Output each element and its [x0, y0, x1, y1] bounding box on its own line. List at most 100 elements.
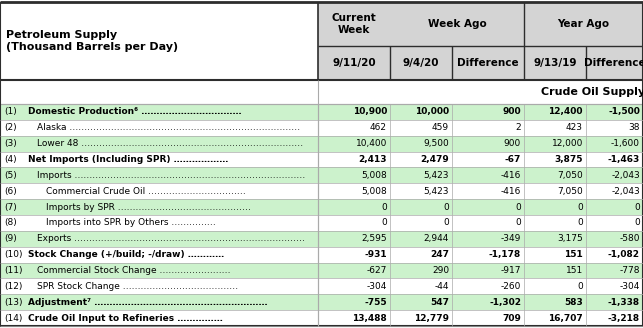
- Text: 5,008: 5,008: [361, 171, 387, 180]
- Text: (5): (5): [4, 171, 17, 180]
- Text: -580: -580: [619, 234, 640, 243]
- Text: 12,000: 12,000: [552, 139, 583, 148]
- Text: -349: -349: [501, 234, 521, 243]
- Text: (2): (2): [4, 123, 17, 132]
- Text: -1,600: -1,600: [611, 139, 640, 148]
- Text: 900: 900: [503, 139, 521, 148]
- Text: -1,082: -1,082: [608, 250, 640, 259]
- Text: 5,423: 5,423: [424, 187, 449, 196]
- Text: 3,175: 3,175: [557, 234, 583, 243]
- Bar: [0, 278, 643, 294]
- Text: (4): (4): [4, 155, 17, 164]
- Text: 0: 0: [577, 218, 583, 227]
- Text: 2,595: 2,595: [361, 234, 387, 243]
- Bar: [0, 120, 643, 136]
- Text: Crude Oil Supply: Crude Oil Supply: [541, 87, 643, 97]
- Text: (7): (7): [4, 203, 17, 212]
- Text: 900: 900: [502, 108, 521, 116]
- Text: (1): (1): [4, 108, 17, 116]
- Text: Difference: Difference: [584, 58, 643, 68]
- Text: SPR Stock Change …………………………………: SPR Stock Change …………………………………: [37, 282, 238, 291]
- Text: 10,000: 10,000: [415, 108, 449, 116]
- Text: 423: 423: [566, 123, 583, 132]
- Text: (13): (13): [4, 298, 23, 307]
- Text: 2,479: 2,479: [421, 155, 449, 164]
- Text: 151: 151: [566, 266, 583, 275]
- Bar: [0, 215, 643, 231]
- Text: 5,008: 5,008: [361, 187, 387, 196]
- Text: (3): (3): [4, 139, 17, 148]
- Text: 290: 290: [432, 266, 449, 275]
- Bar: [0, 80, 643, 104]
- Text: 13,488: 13,488: [352, 314, 387, 322]
- Bar: [0, 263, 643, 278]
- Text: 10,900: 10,900: [352, 108, 387, 116]
- Text: 12,400: 12,400: [548, 108, 583, 116]
- Text: 7,050: 7,050: [557, 187, 583, 196]
- Text: Imports into SPR by Others ……………: Imports into SPR by Others ……………: [46, 218, 216, 227]
- Text: -1,178: -1,178: [489, 250, 521, 259]
- Text: (10): (10): [4, 250, 23, 259]
- Text: 9,500: 9,500: [423, 139, 449, 148]
- Text: Current
Week: Current Week: [332, 13, 376, 35]
- Text: Stock Change (+/build; -/draw) …………: Stock Change (+/build; -/draw) …………: [28, 250, 224, 259]
- Text: 709: 709: [502, 314, 521, 322]
- Text: 0: 0: [381, 218, 387, 227]
- Text: -416: -416: [501, 171, 521, 180]
- Text: Alaska ……………………………………………………………………: Alaska ……………………………………………………………………: [37, 123, 300, 132]
- Text: 459: 459: [432, 123, 449, 132]
- Text: 0: 0: [443, 203, 449, 212]
- Text: -778: -778: [619, 266, 640, 275]
- Text: -260: -260: [501, 282, 521, 291]
- Text: Imports by SPR ………………………………………: Imports by SPR ………………………………………: [46, 203, 251, 212]
- Text: -1,338: -1,338: [608, 298, 640, 307]
- Text: 2,413: 2,413: [359, 155, 387, 164]
- Text: 0: 0: [634, 218, 640, 227]
- Bar: [0, 104, 643, 120]
- Text: Difference: Difference: [457, 58, 519, 68]
- Text: 583: 583: [565, 298, 583, 307]
- Bar: [318, 2, 643, 80]
- Text: Exports ……………………………………………………………………: Exports ……………………………………………………………………: [37, 234, 305, 243]
- Text: 9/13/19: 9/13/19: [533, 58, 577, 68]
- Text: 462: 462: [370, 123, 387, 132]
- Text: -917: -917: [500, 266, 521, 275]
- Text: Lower 48 …………………………………………………………………: Lower 48 …………………………………………………………………: [37, 139, 303, 148]
- Text: Commercial Crude Oil ……………………………: Commercial Crude Oil ……………………………: [46, 187, 246, 196]
- Text: 12,779: 12,779: [414, 314, 449, 322]
- Text: 0: 0: [577, 282, 583, 291]
- Bar: [0, 183, 643, 199]
- Text: 547: 547: [430, 298, 449, 307]
- Text: 0: 0: [443, 218, 449, 227]
- Text: 7,050: 7,050: [557, 171, 583, 180]
- Text: 247: 247: [430, 250, 449, 259]
- Bar: [0, 247, 643, 263]
- Text: Week Ago: Week Ago: [428, 19, 486, 29]
- Text: 16,707: 16,707: [548, 314, 583, 322]
- Text: 10,400: 10,400: [356, 139, 387, 148]
- Text: -416: -416: [501, 187, 521, 196]
- Text: 0: 0: [515, 218, 521, 227]
- Text: Domestic Production⁶ ……………………………: Domestic Production⁶ ……………………………: [28, 108, 242, 116]
- Text: -1,500: -1,500: [608, 108, 640, 116]
- Text: Crude Oil Input to Refineries ……………: Crude Oil Input to Refineries ……………: [28, 314, 223, 322]
- Text: Imports ……………………………………………………………………: Imports ……………………………………………………………………: [37, 171, 305, 180]
- Text: 2,944: 2,944: [424, 234, 449, 243]
- Text: (6): (6): [4, 187, 17, 196]
- Bar: [0, 2, 318, 80]
- Text: -1,302: -1,302: [489, 298, 521, 307]
- Text: 0: 0: [381, 203, 387, 212]
- Text: 9/4/20: 9/4/20: [403, 58, 439, 68]
- Text: 9/11/20: 9/11/20: [332, 58, 376, 68]
- Text: Adjustment⁷ …………………………………………………: Adjustment⁷ …………………………………………………: [28, 298, 267, 307]
- Text: (9): (9): [4, 234, 17, 243]
- Bar: [0, 294, 643, 310]
- Bar: [0, 167, 643, 183]
- Bar: [0, 310, 643, 326]
- Bar: [0, 152, 643, 167]
- Text: -2,043: -2,043: [611, 187, 640, 196]
- Text: -755: -755: [365, 298, 387, 307]
- Text: -304: -304: [367, 282, 387, 291]
- Text: Commercial Stock Change ……………………: Commercial Stock Change ……………………: [37, 266, 230, 275]
- Text: 0: 0: [577, 203, 583, 212]
